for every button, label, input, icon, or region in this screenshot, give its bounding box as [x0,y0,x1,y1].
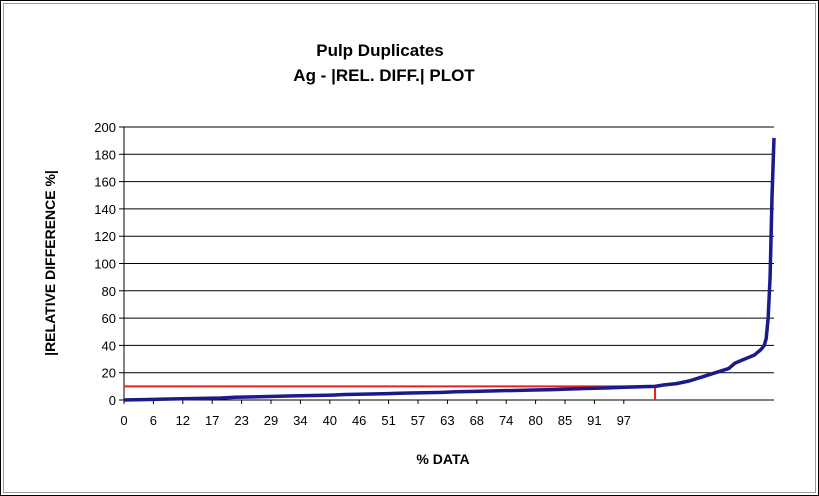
chart-subtitle: Ag - |REL. DIFF.| PLOT [293,66,475,85]
y-tick-label: 160 [94,175,116,190]
y-axis-label: |RELATIVE DIFFERENCE %| [42,170,58,356]
chart-title: Pulp Duplicates [316,41,444,60]
x-tick-label: 34 [293,413,307,428]
x-tick-label: 17 [205,413,219,428]
x-tick-label: 57 [411,413,425,428]
x-tick-label: 74 [499,413,513,428]
data-series [123,137,776,402]
axes [119,126,774,404]
x-tick-label: 40 [323,413,337,428]
x-tick-label: 51 [381,413,395,428]
x-tick-label: 23 [234,413,248,428]
x-axis-label: % DATA [416,451,469,467]
x-tick-label: 46 [352,413,366,428]
y-tick-labels: 0 20 40 60 80 100 120 140 160 180 200 [94,120,116,408]
x-tick-label: 68 [470,413,484,428]
x-tick-label: 91 [587,413,601,428]
x-tick-label: 12 [176,413,190,428]
y-tick-label: 140 [94,202,116,217]
x-tick-label: 85 [558,413,572,428]
x-tick-label: 97 [617,413,631,428]
y-tick-label: 180 [94,147,116,162]
x-tick-label: 0 [120,413,127,428]
x-tick-label: 6 [150,413,157,428]
y-tick-label: 120 [94,229,116,244]
x-tick-labels: 0 6 12 17 23 29 34 40 46 51 57 63 68 74 80 85 91 97 [120,413,631,428]
y-tick-label: 20 [102,366,116,381]
x-tick-label: 63 [440,413,454,428]
y-tick-label: 60 [102,311,116,326]
series-line [123,137,776,402]
y-tick-label: 200 [94,120,116,135]
y-tick-label: 0 [109,393,116,408]
x-tick-label: 29 [264,413,278,428]
gridlines [124,126,774,374]
y-tick-label: 100 [94,257,116,272]
y-tick-label: 80 [102,284,116,299]
x-tick-label: 80 [528,413,542,428]
y-tick-label: 40 [102,338,116,353]
